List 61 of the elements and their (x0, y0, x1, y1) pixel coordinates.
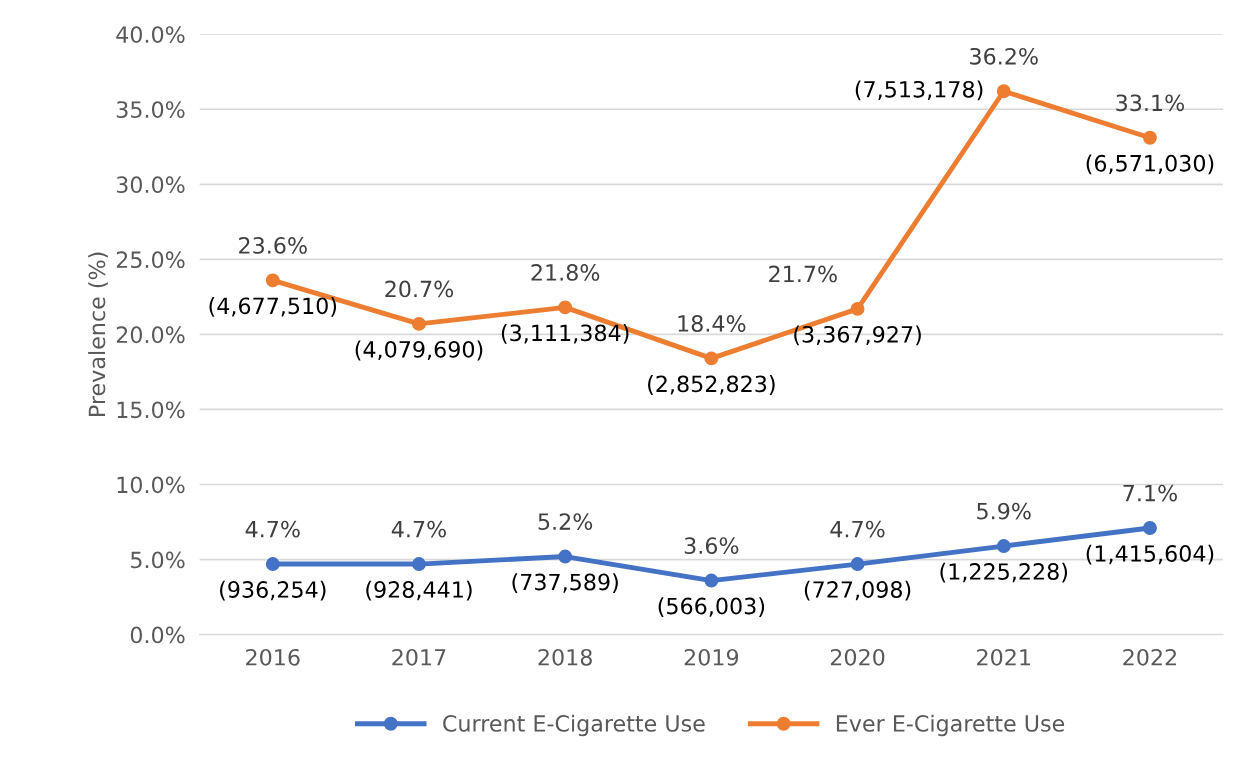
y-tick-label: 40.0% (116, 26, 185, 43)
point (265, 273, 280, 288)
data-label: 20.7% (385, 280, 454, 298)
legend-label: Ever E-Cigarette Use (836, 714, 1065, 737)
annotation: (1,225,228) (940, 562, 1068, 583)
point (265, 557, 280, 571)
y-tick-label: 35.0% (116, 101, 185, 119)
annotation: (4,079,690) (355, 340, 483, 361)
y-axis-title: Prevalence (%) (88, 252, 108, 416)
annotation: (727,098) (804, 580, 911, 601)
annotation: (4,677,510) (209, 297, 337, 317)
x-tick-label: 2019 (684, 648, 739, 666)
point (558, 300, 573, 315)
y-tick-label: 15.0% (117, 401, 185, 419)
data-label: 21.8% (531, 264, 600, 281)
x-tick-label: 2017 (392, 648, 446, 666)
y-tick-label: 5.0% (131, 551, 185, 569)
point (704, 573, 719, 588)
point (558, 549, 573, 564)
point (412, 557, 426, 571)
point (850, 301, 865, 316)
data-label: 33.1% (1116, 94, 1185, 112)
annotation: (3,367,927) (794, 325, 921, 346)
point (412, 316, 426, 331)
y-tick-label: 10.0% (117, 476, 185, 494)
data-label: 3.6% (684, 537, 739, 555)
annotation: (936,254) (220, 580, 326, 601)
legend-label: Current E-Cigarette Use (443, 714, 705, 737)
data-label: 23.6% (239, 237, 307, 254)
data-label: 5.2% (538, 513, 593, 531)
data-label: 5.9% (977, 502, 1031, 520)
point (996, 539, 1011, 553)
x-tick-label: 2022 (1123, 648, 1176, 666)
point (1142, 521, 1157, 535)
data-label: 18.4% (678, 315, 746, 332)
data-label: 4.7% (245, 520, 300, 538)
point (850, 557, 865, 571)
annotation: (2,852,823) (648, 375, 775, 395)
y-tick-label: 20.0% (116, 326, 185, 344)
annotation: (566,003) (658, 597, 765, 618)
x-tick-label: 2020 (830, 648, 885, 666)
data-label: 4.7% (391, 520, 446, 538)
x-tick-label: 2016 (246, 648, 300, 666)
y-tick-label: 0.0% (130, 626, 185, 644)
point (996, 84, 1011, 99)
point (704, 351, 719, 366)
y-tick-label: 25.0% (116, 251, 185, 269)
annotation: (6,571,030) (1086, 154, 1214, 175)
annotation: (7,513,178) (855, 80, 983, 101)
data-label: 4.7% (830, 520, 885, 538)
x-tick-label: 2018 (538, 648, 592, 666)
annotation: (3,111,384) (501, 324, 629, 344)
annotation: (928,441) (366, 580, 472, 601)
data-label: 21.7% (769, 265, 837, 283)
data-label: 7.1% (1123, 484, 1177, 502)
x-tick-label: 2021 (977, 648, 1030, 666)
y-tick-label: 30.0% (116, 176, 185, 194)
annotation: (737,589) (512, 573, 618, 594)
point (1142, 130, 1157, 145)
data-label: 36.2% (970, 47, 1038, 65)
annotation: (1,415,604) (1086, 544, 1214, 565)
